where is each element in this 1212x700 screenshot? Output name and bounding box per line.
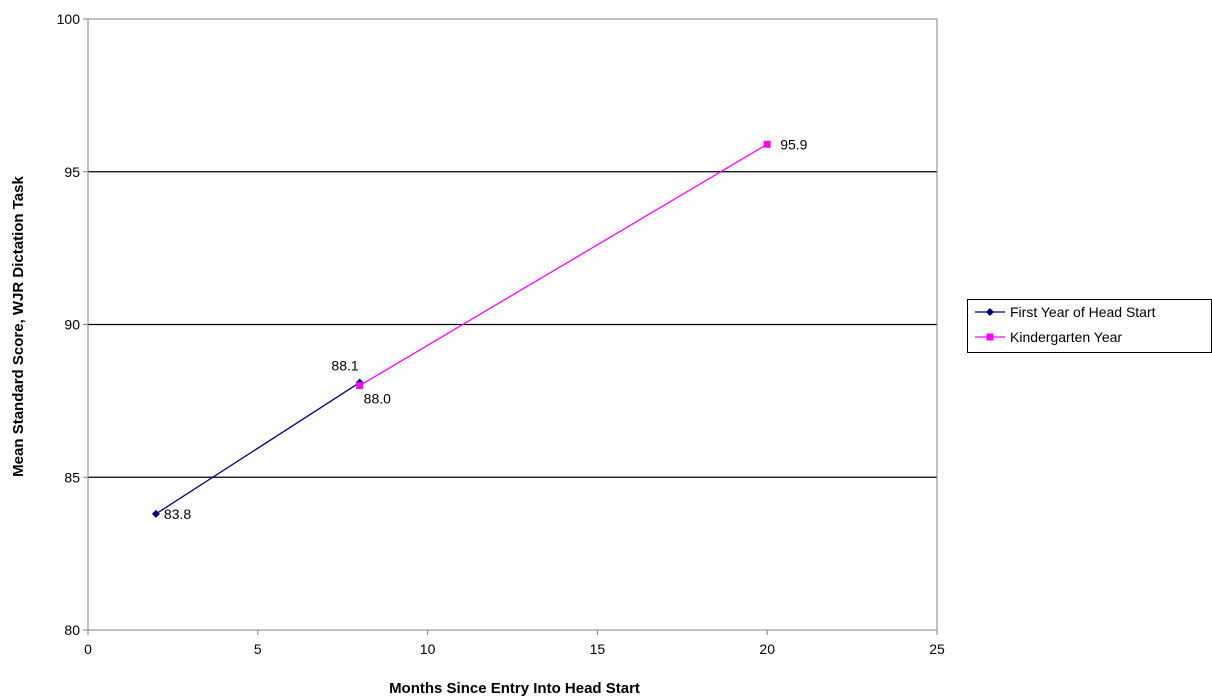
x-axis-ticks: 0 5 10 15 20 25	[84, 630, 945, 657]
data-label: 88.0	[364, 391, 391, 407]
y-tick-label: 100	[57, 11, 81, 27]
x-tick-label: 5	[254, 641, 262, 657]
data-point	[356, 382, 364, 390]
data-point	[151, 509, 160, 518]
series-line	[155, 381, 361, 515]
data-label: 88.1	[331, 358, 358, 374]
x-axis-title: Months Since Entry Into Head Start	[389, 680, 640, 697]
y-axis-ticks: 80 85 90 95 100	[57, 11, 88, 638]
y-tick-label: 90	[64, 317, 80, 333]
x-tick-label: 20	[759, 641, 775, 657]
y-tick-label: 95	[64, 164, 80, 180]
legend-label: First Year of Head Start	[1010, 304, 1156, 320]
legend-marker	[986, 333, 994, 341]
x-tick-label: 10	[420, 641, 436, 657]
legend-label: Kindergarten Year	[1010, 329, 1122, 345]
data-point	[763, 140, 771, 148]
grid-lines	[88, 171, 937, 478]
x-tick-label: 15	[590, 641, 606, 657]
y-tick-label: 85	[64, 469, 80, 485]
data-label: 83.8	[164, 506, 191, 522]
series-line	[359, 143, 768, 387]
legend: First Year of Head Start Kindergarten Yea…	[967, 299, 1212, 353]
y-tick-label: 80	[64, 622, 80, 638]
y-axis-title: Mean Standard Score, WJR Dictation Task	[10, 176, 27, 477]
legend-box	[967, 299, 1212, 353]
series-group: 83.8 88.1 88.0 95.9	[151, 136, 808, 522]
x-tick-label: 0	[84, 641, 92, 657]
legend-marker	[986, 308, 994, 316]
x-tick-label: 25	[929, 641, 945, 657]
data-label: 95.9	[780, 136, 807, 152]
